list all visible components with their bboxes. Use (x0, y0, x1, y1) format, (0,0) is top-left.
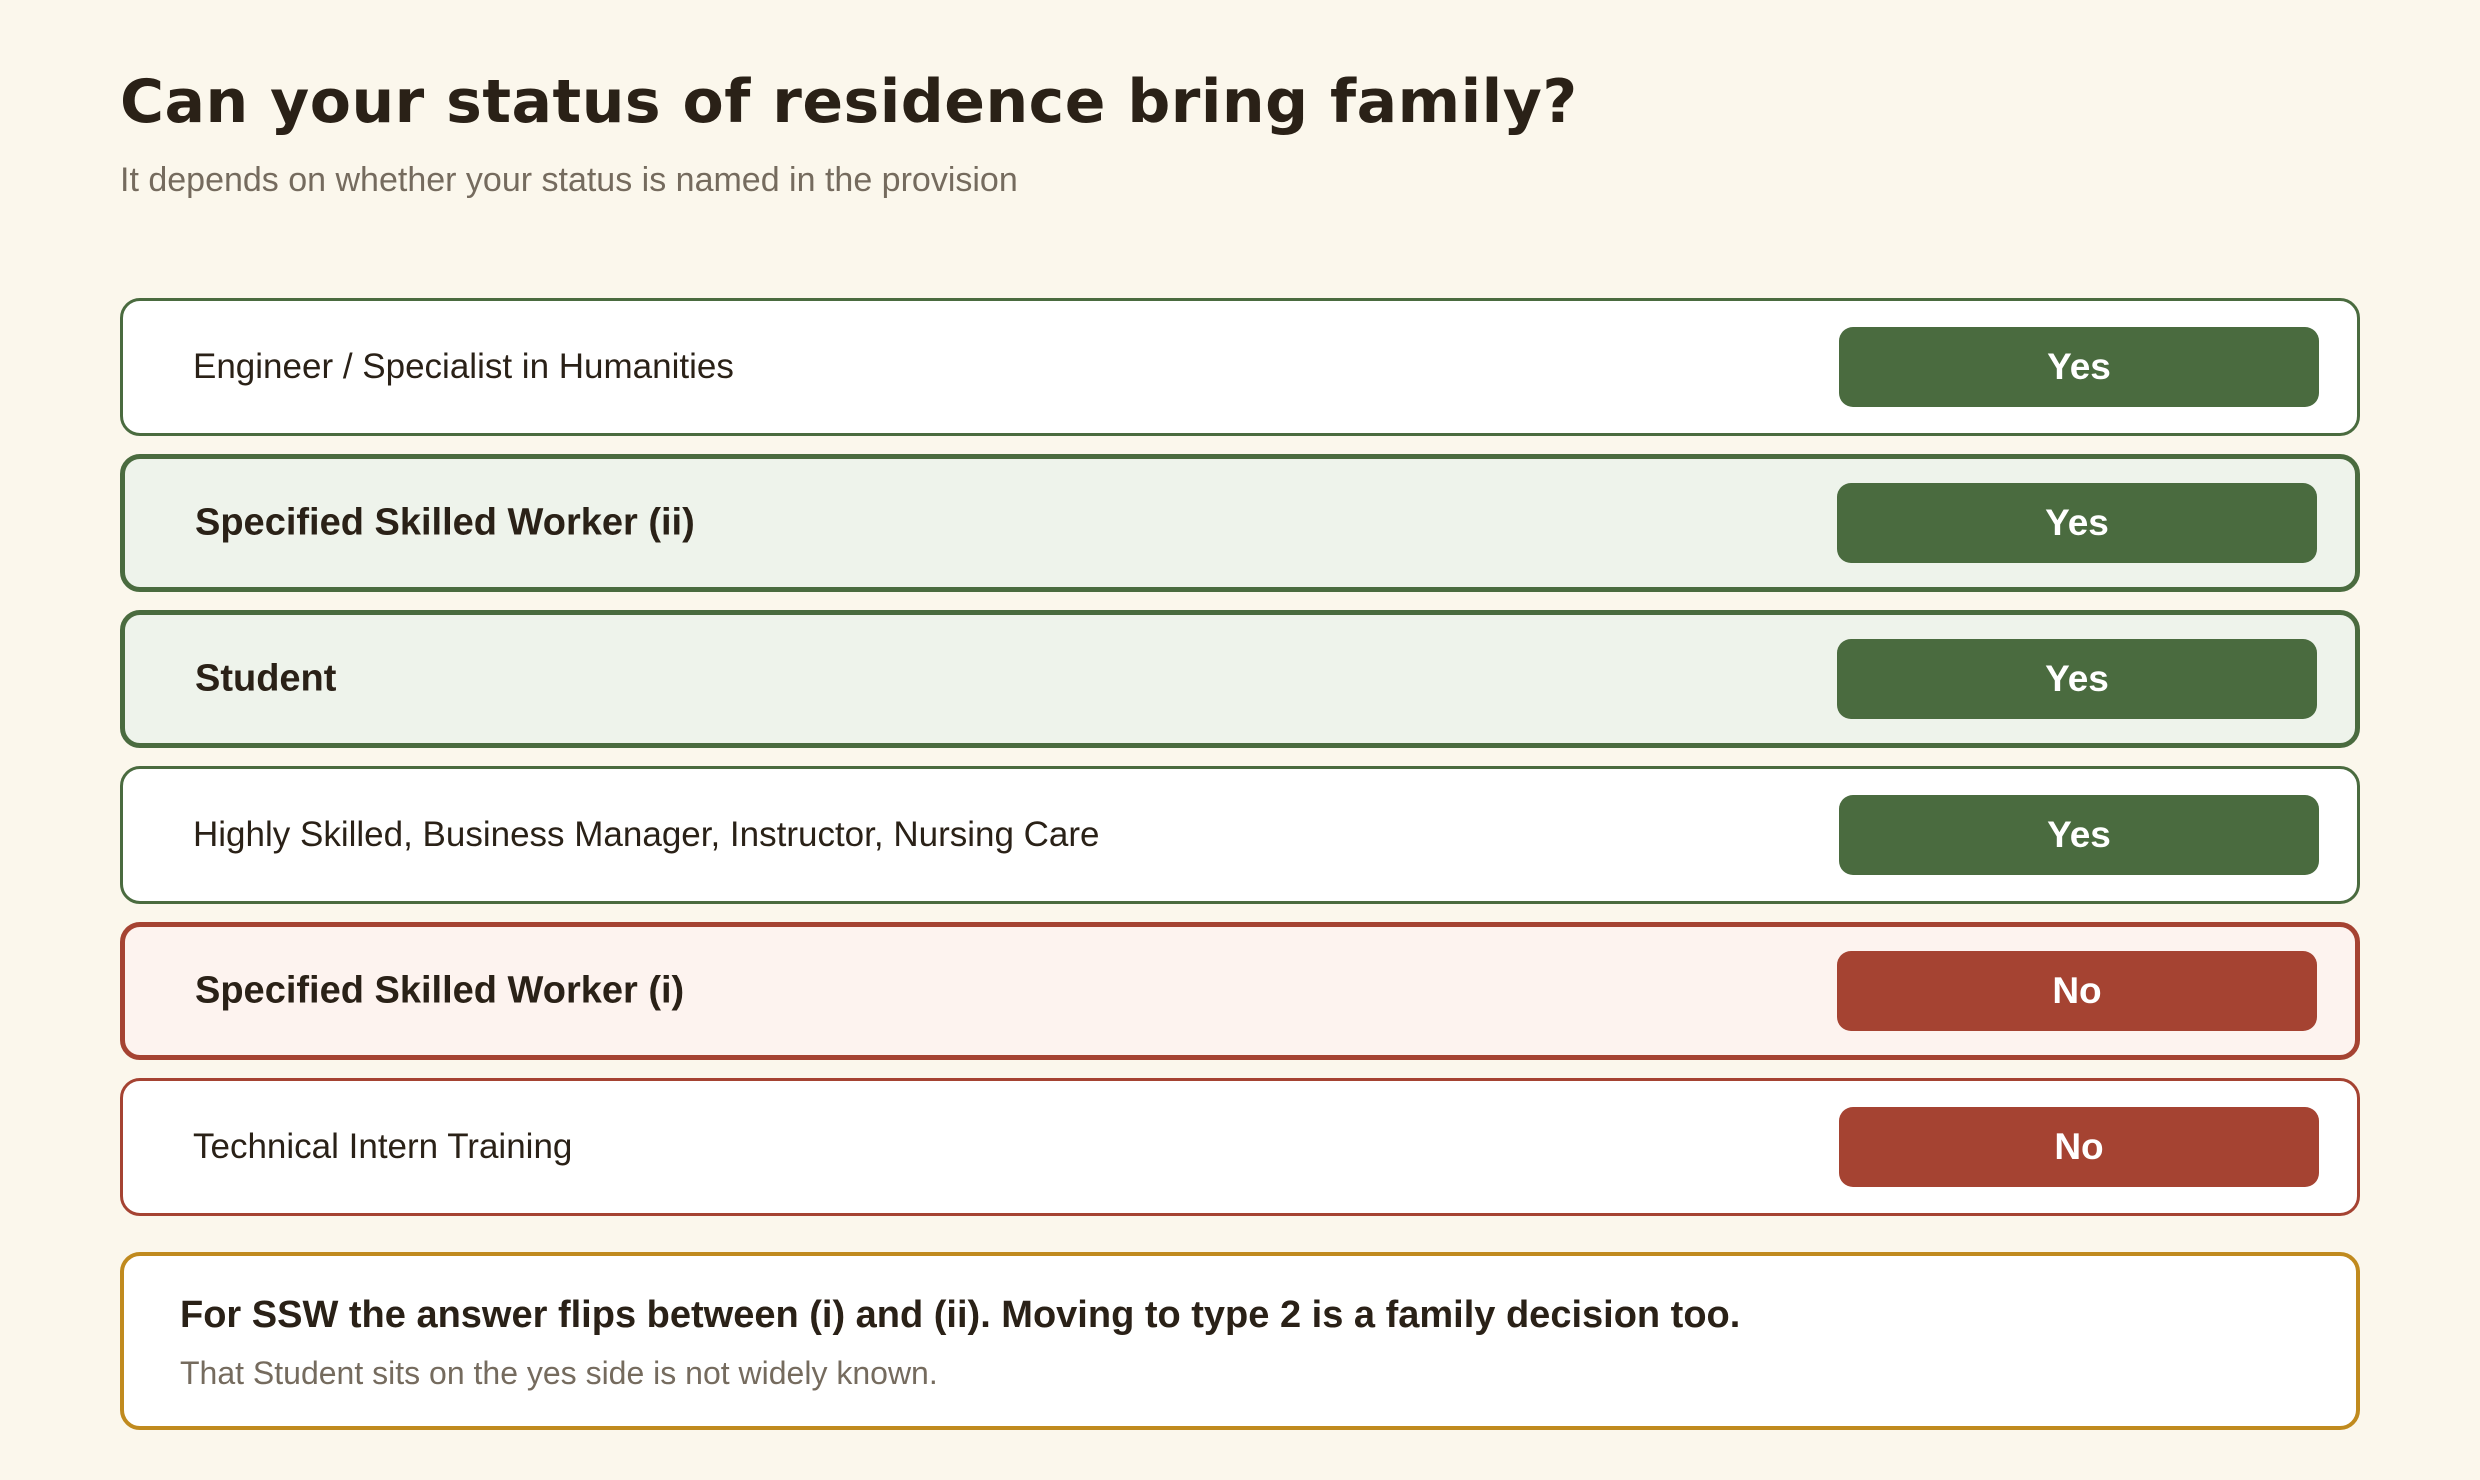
status-row-student: Student Yes (120, 610, 2360, 748)
yes-badge: Yes (1837, 483, 2317, 563)
status-label: Engineer / Specialist in Humanities (193, 347, 734, 386)
status-list: Engineer / Specialist in Humanities Yes … (120, 298, 2360, 1234)
no-badge: No (1839, 1107, 2319, 1187)
yes-badge: Yes (1839, 795, 2319, 875)
page: Can your status of residence bring famil… (120, 62, 2360, 1430)
status-row-engineer: Engineer / Specialist in Humanities Yes (120, 298, 2360, 436)
status-row-ssw-i: Specified Skilled Worker (i) No (120, 922, 2360, 1060)
status-row-ssw-ii: Specified Skilled Worker (ii) Yes (120, 454, 2360, 592)
page-title: Can your status of residence bring famil… (120, 67, 1578, 137)
note-body: That Student sits on the yes side is not… (180, 1355, 938, 1391)
yes-badge: Yes (1839, 327, 2319, 407)
status-row-technical-intern: Technical Intern Training No (120, 1078, 2360, 1216)
status-row-highly-skilled: Highly Skilled, Business Manager, Instru… (120, 766, 2360, 904)
page-subtitle: It depends on whether your status is nam… (120, 161, 1018, 199)
status-label: Student (195, 657, 337, 700)
status-label: Technical Intern Training (193, 1127, 573, 1166)
note-heading: For SSW the answer flips between (i) and… (180, 1294, 1741, 1336)
status-label: Specified Skilled Worker (i) (195, 969, 685, 1012)
status-label: Specified Skilled Worker (ii) (195, 501, 695, 544)
status-label: Highly Skilled, Business Manager, Instru… (193, 815, 1100, 854)
yes-badge: Yes (1837, 639, 2317, 719)
no-badge: No (1837, 951, 2317, 1031)
note-callout: For SSW the answer flips between (i) and… (120, 1252, 2360, 1430)
